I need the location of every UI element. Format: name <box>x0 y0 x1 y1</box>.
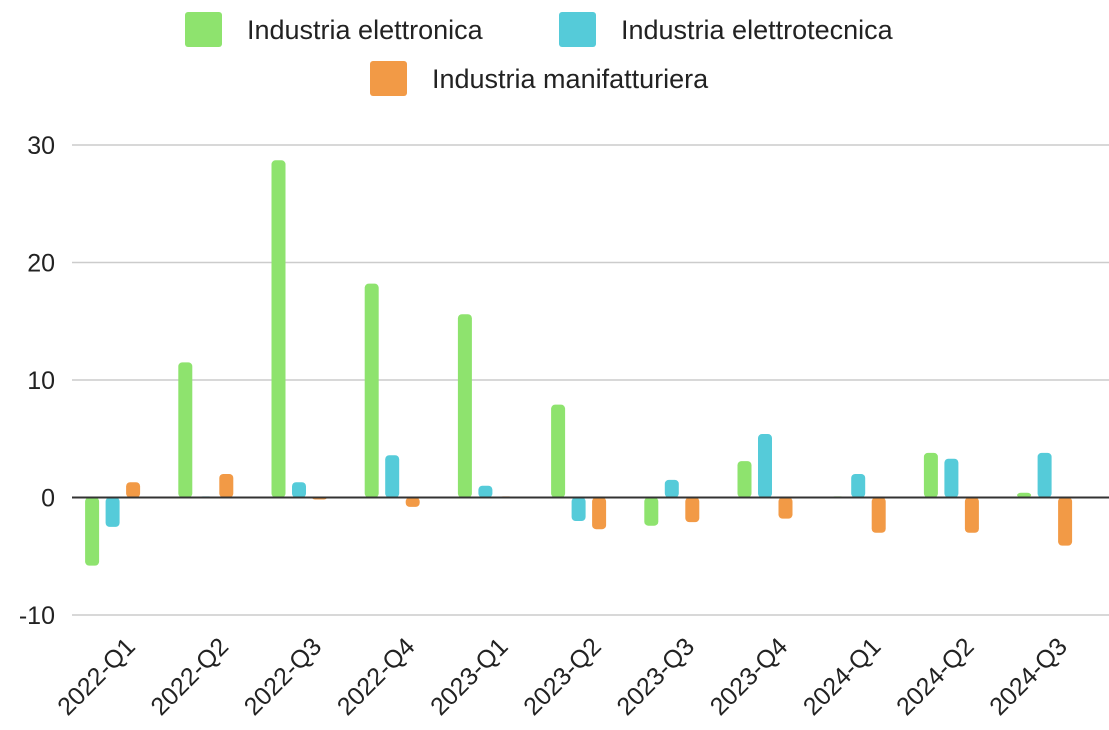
bar-1-2023-q3 <box>644 497 659 526</box>
x-tick-label: 2024-Q1 <box>798 632 887 721</box>
bar-3-2022-q1 <box>126 482 141 498</box>
bar-2-2023-q4 <box>758 434 772 498</box>
x-axis: 2022-Q1 2022-Q2 2022-Q3 2022-Q4 2023-Q1 2023-… <box>52 632 1073 721</box>
bar-3-2022-q2 <box>219 474 234 498</box>
bar-1-2024-q2 <box>923 452 938 498</box>
x-tick-label: 2024-Q3 <box>984 632 1073 721</box>
legend-label-1: Industria elettronica <box>247 15 484 45</box>
bar-3-2024-q2 <box>964 497 979 533</box>
bar-1-2022-q2 <box>178 362 193 498</box>
y-tick-label: 10 <box>27 367 55 395</box>
x-tick-label: 2023-Q2 <box>518 632 607 721</box>
legend-swatch-1 <box>185 12 222 47</box>
bar-2-2023-q3 <box>664 479 679 498</box>
bar-1-2023-q2 <box>551 404 566 498</box>
bar-2-2022-q1 <box>105 497 120 527</box>
x-tick-label: 2023-Q1 <box>425 632 514 721</box>
bar-2-2024-q3 <box>1037 452 1052 498</box>
x-tick-label: 2024-Q2 <box>891 632 980 721</box>
bar-2-2022-q3 <box>292 482 306 498</box>
bar-1-2023-q4 <box>737 461 752 498</box>
bar-2-2024-q1 <box>851 474 866 498</box>
legend: Industria elettronica Industria elettrote… <box>185 12 894 96</box>
legend-label-2: Industria elettrotecnica <box>621 15 894 45</box>
legend-swatch-3 <box>370 61 407 96</box>
bars <box>85 160 1073 566</box>
bar-3-2023-q3 <box>685 497 700 523</box>
x-tick-label: 2023-Q3 <box>611 632 700 721</box>
gridlines <box>72 144 1109 616</box>
legend-label-3: Industria manifatturiera <box>432 64 709 94</box>
bar-1-2023-q1 <box>457 314 472 498</box>
bar-3-2023-q2 <box>592 497 607 530</box>
x-tick-label: 2022-Q1 <box>52 632 141 721</box>
bar-3-2023-q4 <box>778 497 793 519</box>
bar-1-2022-q1 <box>85 497 100 566</box>
bar-2-2024-q2 <box>944 458 959 498</box>
y-tick-label: 20 <box>27 250 55 278</box>
y-axis: 30 20 10 0 -10 <box>19 132 55 630</box>
bar-3-2024-q1 <box>871 497 886 533</box>
bar-1-2022-q3 <box>271 160 286 498</box>
bar-3-2024-q3 <box>1058 497 1073 546</box>
bar-2-2023-q1 <box>478 485 493 498</box>
bar-1-2022-q4 <box>364 283 379 498</box>
x-tick-label: 2022-Q2 <box>145 632 234 721</box>
y-tick-label: 0 <box>41 485 55 513</box>
y-tick-label: 30 <box>27 132 55 160</box>
legend-swatch-2 <box>559 12 596 47</box>
x-tick-label: 2022-Q3 <box>239 632 328 721</box>
x-tick-label: 2022-Q4 <box>332 632 421 721</box>
y-tick-label: -10 <box>19 602 55 630</box>
bar-2-2022-q4 <box>385 455 400 498</box>
bar-1-2024-q3 <box>1017 492 1032 498</box>
x-tick-label: 2023-Q4 <box>705 632 794 721</box>
bar-2-2023-q2 <box>571 497 586 521</box>
bar-3-2022-q4 <box>405 497 420 507</box>
